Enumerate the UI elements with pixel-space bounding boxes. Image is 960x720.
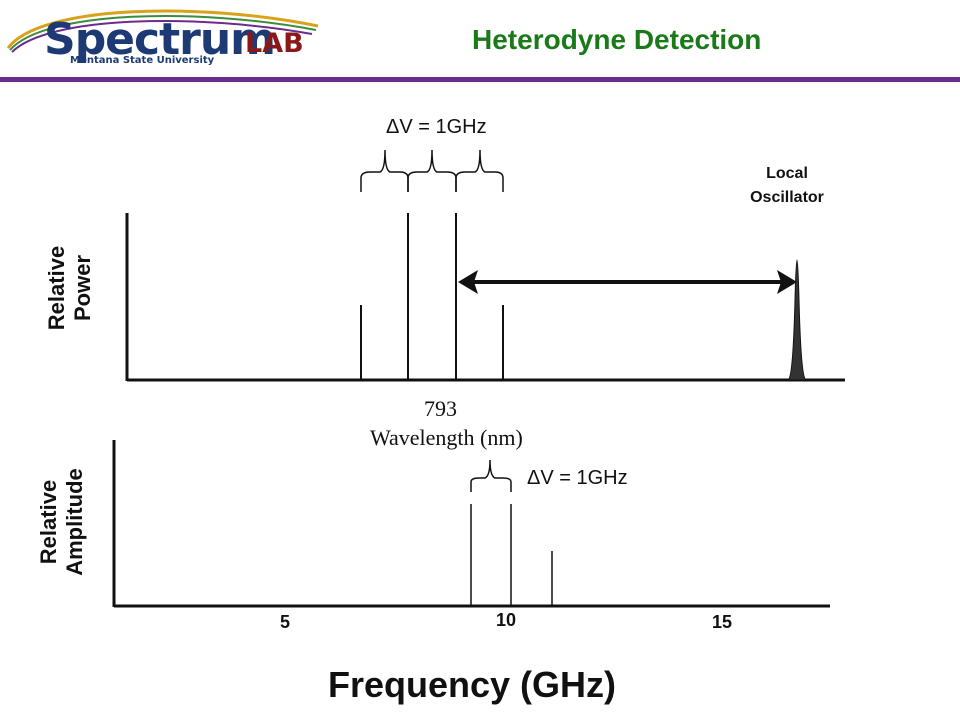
tick-10: 10 <box>496 610 517 630</box>
bottom-spacing-label: ΔV = 1GHz <box>527 467 628 489</box>
logo-wordmark: Spectrum <box>44 14 276 65</box>
tick-5: 5 <box>280 612 291 632</box>
title-rule <box>0 77 960 82</box>
top-y-label: Relative Power <box>44 228 96 348</box>
logo-lab: LAB <box>245 28 304 59</box>
brace-2 <box>407 149 457 192</box>
logo-swoosh <box>6 9 319 49</box>
brace-bottom <box>470 459 512 492</box>
top-spacing-label: ΔV = 1GHz <box>386 116 487 138</box>
brace-3 <box>455 149 504 192</box>
bottom-y-label-line2: Amplitude <box>62 468 87 576</box>
page-title: Heterodyne Detection <box>472 24 762 55</box>
top-y-label-line1: Relative <box>44 245 69 331</box>
arrowhead-right <box>777 270 797 294</box>
lo-label: Local Oscillator <box>727 162 847 210</box>
brace-1 <box>360 149 409 192</box>
lo-label-line2: Oscillator <box>750 189 824 206</box>
bottom-y-label: Relative Amplitude <box>36 452 88 592</box>
lo-label-line1: Local <box>766 165 808 182</box>
top-center-tick: 793 <box>424 396 457 421</box>
top-y-label-line2: Power <box>70 254 95 322</box>
top-x-label: Wavelength (nm) <box>370 425 523 450</box>
bottom-x-label: Frequency (GHz) <box>328 664 617 705</box>
arrowhead-left <box>458 270 478 294</box>
tick-15: 15 <box>712 612 733 632</box>
local-oscillator-peak <box>787 259 807 381</box>
bottom-y-label-line1: Relative <box>36 479 61 565</box>
logo-university: Montana State University <box>70 55 215 66</box>
